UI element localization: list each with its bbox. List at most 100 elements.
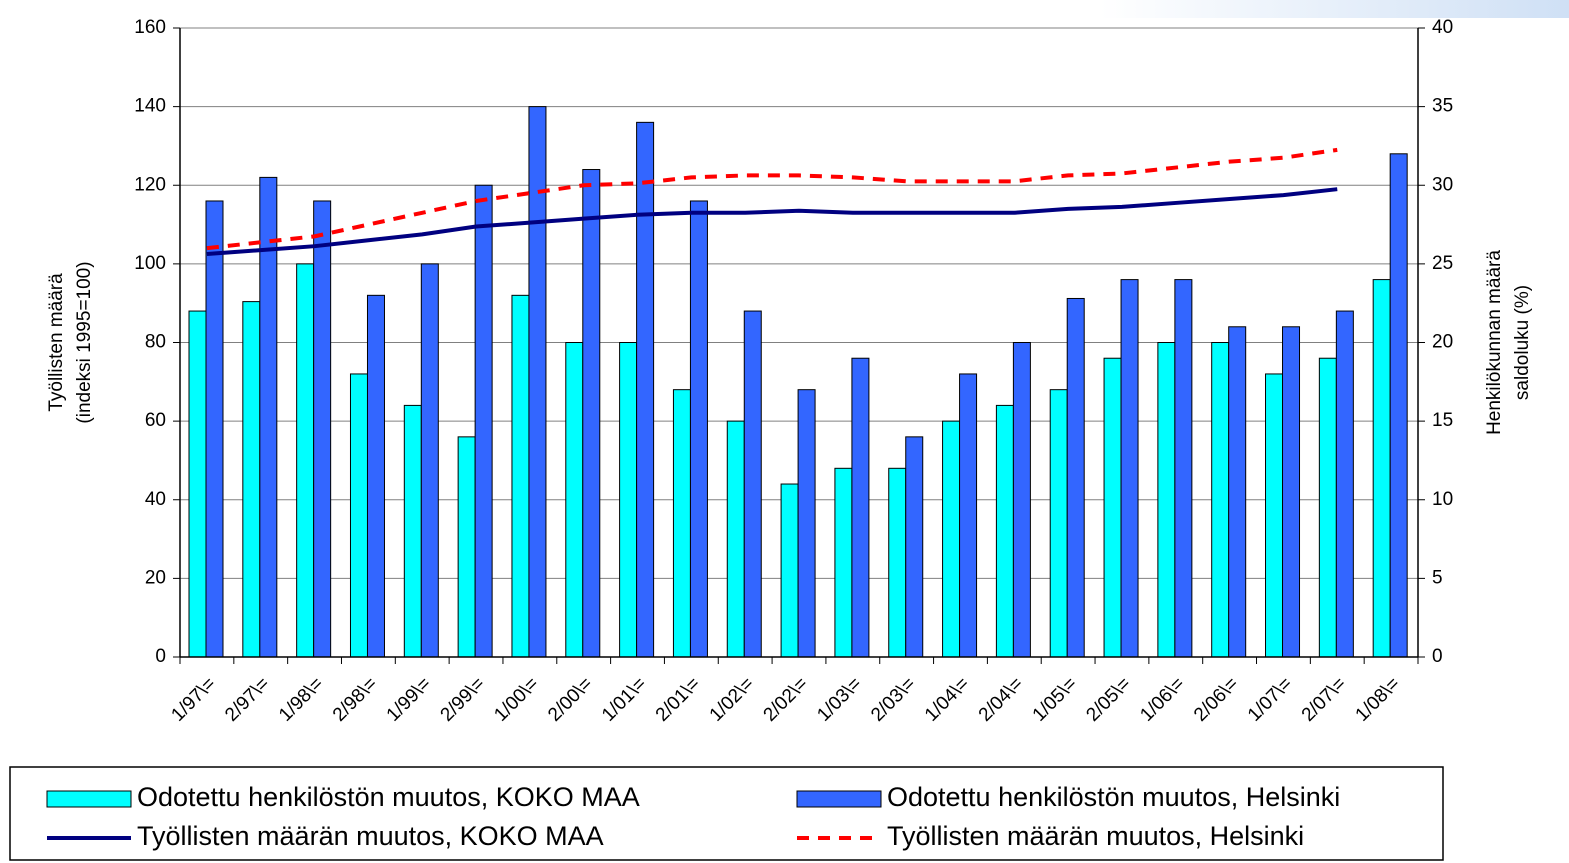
- x-tick-label: 1/98\=: [275, 673, 328, 726]
- line: [206, 187, 1338, 257]
- x-tick-label: 1/01\=: [598, 673, 651, 726]
- bar: [619, 342, 638, 658]
- y-tick-label: 120: [134, 174, 166, 195]
- bar: [349, 373, 368, 658]
- x-tick-label: 1/99\=: [383, 673, 436, 726]
- bar: [1318, 357, 1337, 658]
- bar: [1012, 342, 1031, 658]
- x-tick-label: 2/98\=: [329, 673, 382, 726]
- bar: [296, 263, 315, 658]
- y2-axis-label: saldoluku (%): [1512, 285, 1533, 400]
- y-tick-label: 100: [134, 253, 166, 274]
- bar: [474, 184, 493, 658]
- x-tick-label: 1/03\=: [813, 673, 866, 726]
- y2-tick-label: 25: [1432, 253, 1453, 274]
- bar: [1066, 297, 1085, 658]
- legend-label: Odotettu henkilöstön muutos, Helsinki: [887, 782, 1340, 812]
- y2-tick-label: 10: [1432, 489, 1453, 510]
- x-tick-label: 2/04\=: [975, 673, 1028, 726]
- x-tick-label: 1/06\=: [1136, 673, 1189, 726]
- decoration: [1100, 0, 1569, 18]
- x-tick-label: 1/02\=: [706, 673, 759, 726]
- bar: [1120, 279, 1139, 658]
- y2-tick-label: 5: [1432, 567, 1443, 588]
- x-tick-label: 2/97\=: [221, 673, 274, 726]
- bar: [743, 310, 762, 658]
- y2-tick-label: 15: [1432, 410, 1453, 431]
- bar: [1103, 357, 1122, 658]
- legend-swatch: [46, 790, 132, 808]
- bar: [1174, 279, 1193, 658]
- y-tick-label: 40: [145, 489, 166, 510]
- x-tick-label: 1/97\=: [167, 673, 220, 726]
- y-tick-label: 0: [155, 646, 166, 667]
- bar: [582, 169, 601, 658]
- bar: [942, 420, 961, 658]
- y-tick-label: 80: [145, 332, 166, 353]
- bar: [1389, 153, 1408, 658]
- line: [206, 147, 1338, 251]
- legend-label: Työllisten määrän muutos, KOKO MAA: [137, 821, 604, 851]
- bar: [403, 404, 422, 658]
- legend-label: Työllisten määrän muutos, Helsinki: [887, 821, 1304, 851]
- bar: [1228, 326, 1247, 658]
- y-tick-label: 20: [145, 567, 166, 588]
- x-tick-label: 2/06\=: [1190, 673, 1243, 726]
- x-tick-label: 2/00\=: [544, 673, 597, 726]
- y2-axis-label: Henkilökunnan määrä: [1484, 250, 1505, 435]
- x-tick-label: 1/04\=: [921, 673, 974, 726]
- bar: [689, 200, 708, 658]
- bar: [420, 263, 439, 658]
- bar: [313, 200, 332, 658]
- bar: [1049, 389, 1068, 658]
- x-tick-label: 2/99\=: [437, 673, 490, 726]
- bar: [636, 121, 655, 658]
- bar: [1372, 279, 1391, 658]
- legend-label: Odotettu henkilöstön muutos, KOKO MAA: [137, 782, 640, 812]
- bar: [888, 467, 907, 658]
- y-tick-label: 60: [145, 410, 166, 431]
- bar: [1211, 342, 1230, 658]
- x-tick-label: 2/05\=: [1082, 673, 1135, 726]
- y-axis-label: Työllisten määrä: [46, 273, 67, 412]
- bar: [366, 294, 385, 658]
- bar: [726, 420, 745, 658]
- x-tick-label: 1/05\=: [1029, 673, 1082, 726]
- x-tick-label: 2/02\=: [760, 673, 813, 726]
- bar: [1282, 326, 1301, 658]
- x-tick-label: 1/00\=: [490, 673, 543, 726]
- y2-tick-label: 30: [1432, 174, 1453, 195]
- x-tick-label: 2/07\=: [1298, 673, 1351, 726]
- bar: [188, 310, 207, 658]
- bar: [205, 200, 224, 658]
- bar: [834, 467, 853, 658]
- bar: [1335, 310, 1354, 658]
- bar: [851, 357, 870, 658]
- bar: [565, 342, 584, 658]
- y2-tick-label: 0: [1432, 646, 1443, 667]
- bar: [995, 404, 1014, 658]
- x-tick-label: 1/08\=: [1352, 673, 1405, 726]
- bar: [457, 436, 476, 658]
- y2-tick-label: 35: [1432, 96, 1453, 117]
- bar: [1157, 342, 1176, 658]
- x-tick-label: 2/03\=: [867, 673, 920, 726]
- bar: [797, 389, 816, 658]
- legend-swatch: [796, 790, 882, 808]
- bar: [959, 373, 978, 658]
- bar: [1265, 373, 1284, 658]
- bar: [780, 483, 799, 658]
- legend-box: [9, 766, 1444, 861]
- x-tick-label: 1/07\=: [1244, 673, 1297, 726]
- bar: [242, 301, 261, 658]
- y-tick-label: 140: [134, 96, 166, 117]
- y-axis-label: (indeksi 1995=100): [74, 261, 95, 423]
- x-tick-label: 2/01\=: [652, 673, 705, 726]
- y-tick-label: 160: [134, 17, 166, 38]
- y2-tick-label: 40: [1432, 17, 1453, 38]
- bar: [905, 436, 924, 658]
- bar: [672, 389, 691, 658]
- bar: [511, 294, 530, 658]
- y2-tick-label: 20: [1432, 332, 1453, 353]
